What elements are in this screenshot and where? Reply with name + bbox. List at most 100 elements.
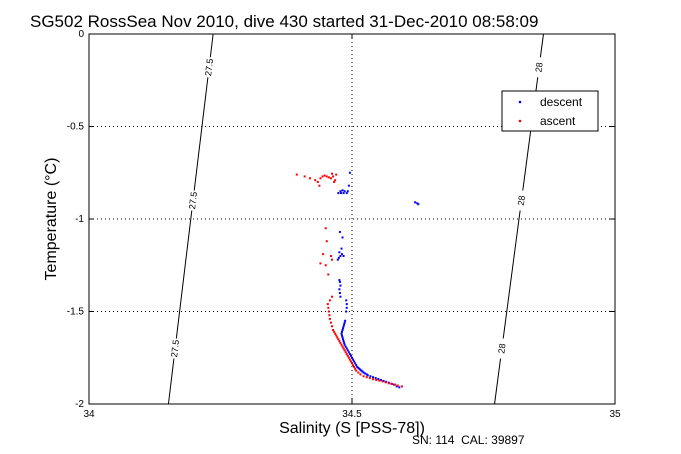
data-point-ascent (347, 356, 350, 359)
data-point-ascent (390, 383, 393, 386)
isopycnal-label-bg (170, 338, 181, 359)
data-point-descent (382, 379, 385, 382)
data-point-descent (342, 192, 345, 195)
data-point-ascent (325, 240, 328, 243)
legend: descent ascent (501, 90, 599, 132)
data-point-descent (339, 192, 342, 195)
data-point-ascent (303, 175, 306, 178)
data-point-descent (341, 329, 344, 331)
data-point-ascent (325, 175, 328, 178)
data-point-descent (379, 378, 382, 381)
serial-calibration-footer: SN: 114 CAL: 39897 (412, 433, 525, 447)
data-point-ascent (340, 343, 343, 346)
data-point-ascent (327, 176, 330, 179)
data-point-ascent (331, 258, 334, 261)
data-point-descent (341, 334, 344, 337)
data-point-ascent (332, 175, 335, 178)
data-point-ascent (343, 349, 346, 352)
data-point-ascent (368, 377, 371, 380)
data-point-ascent (381, 380, 384, 383)
data-point-ascent (342, 347, 345, 350)
data-point-ascent (327, 310, 330, 313)
data-point-descent (393, 383, 396, 386)
data-point-ascent (322, 253, 325, 256)
data-point-ascent (346, 354, 349, 357)
data-point-ascent (378, 379, 381, 382)
data-point-descent (341, 330, 344, 333)
y-tick-label: -0.5 (67, 122, 85, 133)
isopycnal-label-bg (204, 57, 215, 78)
data-point-ascent (337, 338, 340, 341)
data-point-descent (339, 255, 342, 257)
data-point-ascent (365, 376, 368, 379)
data-point-descent (347, 351, 350, 354)
data-point-descent (345, 303, 348, 306)
data-point-descent (342, 338, 345, 341)
data-point-descent (357, 366, 360, 369)
data-point-descent (374, 377, 377, 380)
data-point-ascent (344, 351, 347, 354)
data-point-ascent (349, 360, 352, 363)
data-point-ascent (319, 177, 322, 180)
data-point-descent (395, 385, 398, 388)
isopycnal-label-bg (188, 190, 199, 211)
legend-label-descent: descent (540, 95, 583, 109)
data-point-descent (356, 366, 359, 368)
data-point-descent (345, 310, 348, 313)
data-point-descent (339, 190, 342, 193)
data-point-descent (345, 347, 348, 350)
data-point-ascent (396, 384, 399, 387)
data-point-ascent (400, 385, 403, 388)
data-point-ascent (332, 329, 335, 331)
x-tick-label: 34 (83, 409, 95, 420)
isopycnal-label: 27.5 (203, 58, 215, 77)
data-point-descent (398, 386, 401, 389)
data-point-ascent (328, 314, 331, 317)
axis-ticks: 34 34.5 35 0 -0.5 -1 -1.5 -2 (67, 29, 621, 420)
legend-marker-descent (518, 100, 522, 104)
x-tick-label: 35 (609, 409, 621, 420)
data-point-descent (351, 356, 353, 359)
data-point-ascent (335, 334, 338, 337)
legend-marker-ascent (518, 119, 522, 123)
y-tick-label: 0 (78, 29, 84, 40)
data-point-descent (346, 349, 349, 352)
data-point-descent (341, 253, 344, 256)
data-point-descent (364, 372, 367, 375)
data-point-ascent (334, 332, 337, 335)
data-point-ascent (331, 295, 334, 298)
data-point-descent (345, 299, 348, 302)
data-point-descent (341, 336, 344, 339)
isopycnal-label: 28 (533, 62, 544, 73)
isopycnal-label-bg (496, 338, 507, 359)
data-point-ascent (341, 345, 344, 348)
data-point-descent (338, 230, 341, 233)
isopycnal-label: 27.5 (187, 191, 199, 210)
data-point-descent (417, 203, 420, 206)
data-point-ascent (352, 364, 355, 367)
data-point-descent (354, 362, 357, 365)
data-point-ascent (336, 336, 339, 339)
data-point-descent (360, 369, 363, 372)
data-point-descent (348, 171, 351, 174)
data-point-descent (342, 255, 345, 257)
data-point-descent (377, 378, 380, 381)
data-point-ascent (326, 303, 329, 306)
isopycnal-label: 28 (496, 343, 507, 354)
isopycnal-label-bg (534, 57, 545, 78)
data-point-ascent (318, 184, 321, 187)
data-point-ascent (329, 177, 332, 180)
data-point-ascent (338, 340, 341, 343)
data-point-descent (365, 373, 368, 376)
data-point-descent (345, 192, 348, 195)
data-point-descent (342, 325, 345, 328)
data-point-ascent (334, 179, 337, 182)
data-point-descent (338, 280, 341, 283)
data-point-descent (342, 327, 345, 330)
data-point-descent (346, 190, 349, 193)
data-point-descent (338, 288, 341, 291)
x-tick-label: 34.5 (342, 409, 362, 420)
data-point-descent (366, 374, 369, 377)
data-point-ascent (308, 177, 311, 180)
